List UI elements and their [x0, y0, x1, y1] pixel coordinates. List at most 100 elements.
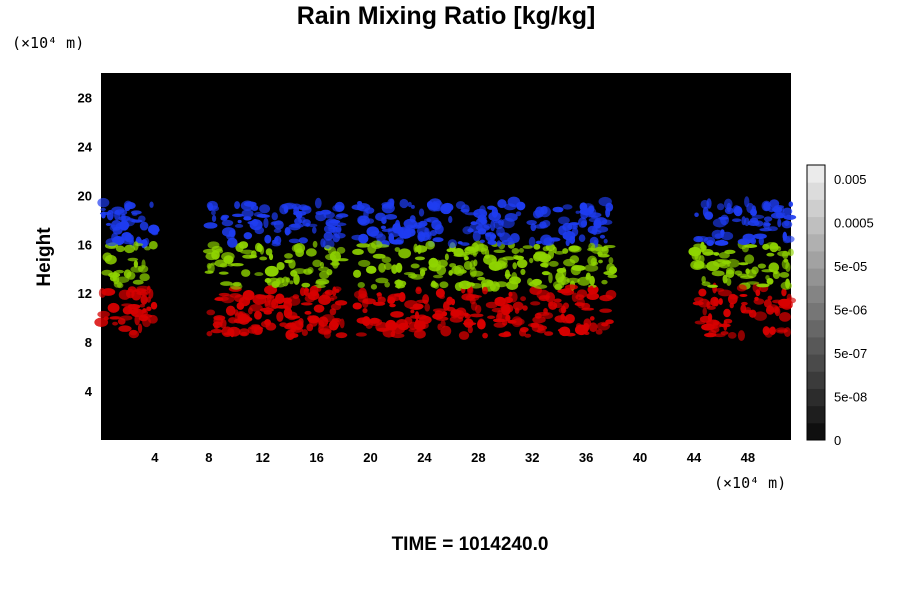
field-blob	[467, 325, 473, 334]
field-blob	[124, 244, 135, 254]
field-blob	[358, 259, 371, 267]
field-blob	[506, 280, 519, 290]
field-blob	[410, 204, 415, 209]
field-blob	[424, 303, 430, 312]
field-blob	[243, 201, 257, 207]
field-blob	[272, 239, 277, 244]
chart-title: Rain Mixing Ratio [kg/kg]	[297, 2, 596, 30]
field-blob	[266, 293, 272, 303]
field-blob	[377, 296, 386, 304]
field-blob	[706, 319, 720, 326]
field-blob	[482, 286, 489, 295]
field-blob	[332, 233, 341, 243]
field-blob	[568, 245, 582, 253]
field-blob	[259, 307, 274, 313]
field-blob	[352, 248, 364, 256]
field-blob	[788, 201, 794, 207]
field-blob	[206, 331, 213, 337]
field-blob	[353, 290, 368, 300]
field-blob	[693, 263, 701, 269]
field-blob	[597, 253, 610, 258]
field-blob	[772, 270, 781, 280]
field-blob	[264, 265, 279, 277]
field-blob	[485, 301, 498, 309]
field-blob	[432, 237, 444, 243]
field-blob	[336, 246, 346, 254]
field-blob	[702, 307, 707, 316]
field-blob	[714, 240, 729, 246]
field-blob	[552, 206, 564, 213]
field-blob	[220, 281, 233, 286]
field-blob	[516, 259, 528, 269]
field-blob	[519, 328, 527, 337]
field-blob	[237, 311, 245, 322]
field-blob	[603, 238, 608, 244]
field-blob	[304, 288, 310, 292]
x-tick-label: 32	[525, 450, 539, 465]
field-blob	[465, 246, 475, 252]
field-blob	[762, 243, 770, 250]
field-blob	[738, 262, 749, 266]
field-blob	[512, 318, 525, 326]
field-blob	[557, 328, 565, 332]
field-blob	[579, 202, 588, 212]
field-blob	[241, 269, 251, 277]
field-blob	[766, 252, 775, 257]
field-blob	[247, 220, 259, 225]
field-blob	[389, 303, 396, 308]
field-blob	[605, 202, 614, 212]
field-blob	[391, 321, 397, 331]
field-blob	[315, 212, 327, 222]
field-blob	[527, 322, 540, 328]
field-blob	[232, 213, 244, 218]
field-blob	[285, 277, 291, 283]
field-blob	[713, 252, 720, 256]
field-blob	[134, 243, 144, 247]
field-blob	[529, 257, 534, 264]
field-blob	[501, 262, 508, 269]
field-blob	[512, 301, 524, 311]
field-blob	[94, 317, 109, 327]
x-tick-label: 12	[255, 450, 269, 465]
x-tick-label: 44	[687, 450, 702, 465]
field-blob	[568, 222, 580, 226]
field-blob	[592, 261, 599, 266]
field-blob	[414, 245, 428, 253]
field-blob	[301, 282, 311, 288]
field-blob	[146, 306, 152, 312]
field-blob	[469, 267, 477, 278]
field-blob	[534, 312, 542, 319]
field-blob	[221, 219, 234, 227]
field-blob	[507, 319, 517, 324]
y-tick-label: 28	[78, 90, 92, 105]
field-blob	[545, 292, 556, 303]
field-blob	[708, 330, 717, 336]
field-blob	[207, 241, 220, 249]
field-blob	[699, 264, 708, 269]
field-blob	[726, 267, 735, 275]
field-blob	[508, 291, 513, 297]
colorbar-band	[807, 388, 825, 407]
field-blob	[264, 234, 272, 244]
field-blob	[777, 218, 782, 228]
field-blob	[372, 253, 386, 259]
field-blob	[410, 263, 420, 269]
field-blob	[520, 296, 526, 302]
field-blob	[370, 284, 378, 290]
field-blob	[399, 198, 409, 209]
field-blob	[288, 259, 296, 269]
field-blob	[727, 332, 737, 339]
colorbar-tick-label: 5e-08	[834, 390, 867, 405]
field-blob	[769, 245, 781, 249]
colorbar-band	[807, 371, 825, 389]
field-blob	[511, 272, 518, 282]
field-blob	[583, 322, 590, 332]
field-blob	[432, 274, 444, 279]
field-blob	[434, 310, 443, 318]
field-blob	[608, 266, 618, 274]
field-blob	[753, 311, 767, 321]
field-blob	[353, 269, 362, 278]
field-blob	[335, 214, 343, 220]
field-blob	[532, 316, 546, 324]
field-blob	[751, 214, 765, 220]
